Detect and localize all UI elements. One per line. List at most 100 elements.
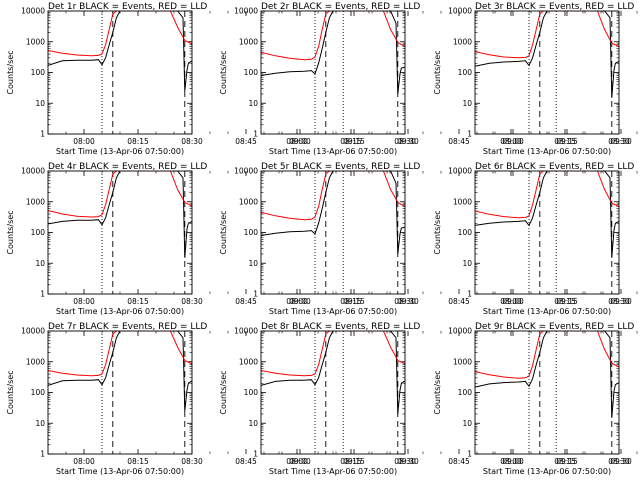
panel-title: Det 4r BLACK = Events, RED = LLD	[48, 162, 207, 172]
y-tick-label: 10	[462, 99, 472, 108]
series-line-lld	[48, 11, 192, 57]
y-tick-label: 10	[462, 259, 472, 268]
y-axis-label: Counts/sec	[219, 370, 228, 414]
x-tick-label: 08:00	[73, 457, 95, 466]
series-line-lld	[48, 171, 192, 218]
y-tick-label: 10	[248, 99, 258, 108]
plot-frame	[474, 170, 620, 295]
y-axis-label: Counts/sec	[6, 210, 15, 254]
series-line-lld	[261, 171, 405, 221]
y-tick-label: 1000	[26, 197, 45, 206]
x-tick-label: 08:30	[394, 457, 416, 466]
y-tick-label: 10	[35, 99, 45, 108]
y-tick-label: 10000	[21, 7, 45, 16]
y-tick-label: 1	[253, 130, 258, 139]
panel-title: Det 5r BLACK = Events, RED = LLD	[261, 162, 420, 172]
x-tick-label: 08:00	[500, 297, 522, 306]
x-tick-label: 08:45	[235, 457, 257, 466]
y-tick-label: 1	[40, 130, 45, 139]
x-tick-label: 08:15	[554, 457, 576, 466]
y-tick-label: 100	[31, 388, 46, 397]
x-tick-label: 09:00	[289, 457, 311, 466]
x-tick-label: 08:30	[608, 297, 630, 306]
x-tick-label: 08:00	[500, 137, 522, 146]
x-tick-label: 09:15	[556, 457, 578, 466]
x-tick-label: 09:15	[343, 297, 365, 306]
panel-title: Det 2r BLACK = Events, RED = LLD	[261, 2, 420, 12]
y-axis-label: Counts/sec	[433, 210, 442, 254]
x-tick-label: 08:45	[448, 137, 470, 146]
y-tick-label: 100	[458, 228, 473, 237]
y-tick-label: 1000	[453, 37, 472, 46]
x-tick-label: 09:30	[610, 297, 632, 306]
plot-frame	[260, 170, 406, 295]
y-tick-label: 10000	[234, 7, 258, 16]
x-axis-label: Start Time (13-Apr-06 07:50:00)	[56, 467, 184, 476]
y-axis-label: Counts/sec	[219, 50, 228, 94]
x-tick-label: 08:30	[394, 137, 416, 146]
x-tick-label: 08:45	[448, 297, 470, 306]
x-tick-label: 08:30	[181, 457, 203, 466]
plot-frame	[47, 10, 193, 135]
chart-panel-5: Det 5r BLACK = Events, RED = LLD 1 10 100 10…	[219, 162, 632, 316]
y-axis-label: Counts/sec	[433, 50, 442, 94]
plot-frame	[474, 10, 620, 135]
y-tick-label: 100	[31, 228, 46, 237]
x-axis-label: Start Time (13-Apr-06 07:50:00)	[56, 147, 184, 156]
x-tick-label: 09:30	[397, 457, 419, 466]
x-tick-label: 08:00	[500, 457, 522, 466]
x-axis-label: Start Time (13-Apr-06 07:50:00)	[483, 467, 611, 476]
chart-panel-6: Det 6r BLACK = Events, RED = LLD 1 10 100 10…	[433, 162, 638, 316]
y-tick-label: 1000	[453, 197, 472, 206]
x-tick-label: 08:15	[554, 137, 576, 146]
series-line-lld	[475, 11, 619, 59]
x-tick-label: 08:30	[608, 457, 630, 466]
series-line-lld	[475, 171, 619, 219]
x-tick-label: 08:00	[286, 137, 308, 146]
x-tick-label: 08:00	[286, 457, 308, 466]
y-tick-label: 1	[467, 450, 472, 459]
x-tick-label: 08:15	[127, 137, 149, 146]
y-tick-label: 100	[458, 68, 473, 77]
chart-panel-2: Det 2r BLACK = Events, RED = LLD 1 10 100 10…	[219, 2, 632, 156]
x-tick-label: 09:15	[556, 297, 578, 306]
plot-frame	[47, 170, 193, 295]
y-tick-label: 10000	[234, 327, 258, 336]
y-tick-label: 10000	[448, 167, 472, 176]
x-axis-label: Start Time (13-Apr-06 07:50:00)	[269, 467, 397, 476]
x-axis-label: Start Time (13-Apr-06 07:50:00)	[483, 307, 611, 316]
x-tick-label: 08:15	[554, 297, 576, 306]
x-tick-label: 08:45	[235, 137, 257, 146]
x-tick-label: 08:15	[127, 297, 149, 306]
y-tick-label: 100	[244, 68, 259, 77]
x-axis-label: Start Time (13-Apr-06 07:50:00)	[269, 307, 397, 316]
plot-frame	[47, 330, 193, 455]
y-tick-label: 1	[253, 290, 258, 299]
x-tick-label: 08:45	[235, 297, 257, 306]
x-tick-label: 08:30	[181, 297, 203, 306]
x-tick-label: 08:00	[286, 297, 308, 306]
plot-frame	[474, 330, 620, 455]
series-line-events	[261, 171, 405, 255]
x-tick-label: 08:15	[340, 137, 362, 146]
x-tick-label: 08:45	[448, 457, 470, 466]
y-tick-label: 1000	[26, 37, 45, 46]
y-tick-label: 1000	[239, 197, 258, 206]
y-tick-label: 1000	[453, 357, 472, 366]
panel-title: Det 8r BLACK = Events, RED = LLD	[261, 322, 420, 332]
y-tick-label: 10	[35, 259, 45, 268]
panel-title: Det 7r BLACK = Events, RED = LLD	[48, 322, 207, 332]
series-line-lld	[261, 331, 405, 377]
series-line-events	[48, 331, 192, 412]
x-tick-label: 08:15	[340, 457, 362, 466]
chart-panel-8: Det 8r BLACK = Events, RED = LLD11010010…	[219, 322, 632, 476]
series-line-events	[48, 171, 192, 258]
y-axis-label: Counts/sec	[6, 50, 15, 94]
x-tick-label: 08:15	[340, 297, 362, 306]
panel-title: Det 6r BLACK = Events, RED = LLD	[475, 162, 634, 172]
x-axis-label: Start Time (13-Apr-06 07:50:00)	[56, 307, 184, 316]
x-tick-label: 08:30	[608, 137, 630, 146]
series-line-events	[475, 171, 619, 258]
x-axis-label: Start Time (13-Apr-06 07:50:00)	[483, 147, 611, 156]
